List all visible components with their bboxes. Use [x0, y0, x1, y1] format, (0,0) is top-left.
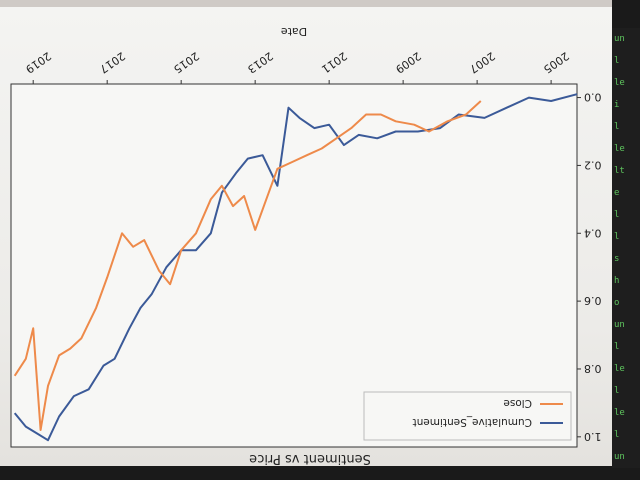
- x-axis-label: Date: [281, 25, 308, 38]
- plot-area: [10, 83, 578, 448]
- series-line-close: [13, 100, 482, 431]
- legend-label-cumulative: Cumulative_Sentiment: [413, 416, 532, 428]
- y-tick-label: 0.2: [584, 158, 602, 171]
- x-tick-label: 2005: [541, 49, 571, 76]
- y-tick-label: 0.8: [584, 362, 602, 375]
- series-line-cumulative-sentiment: [13, 93, 578, 442]
- y-tick-label: 0.4: [584, 226, 602, 239]
- legend: Cumulative_Sentiment Close: [363, 391, 572, 441]
- x-tick-label: 2015: [171, 49, 201, 76]
- y-tick-label: 0.0: [584, 91, 602, 104]
- chart-title: Sentiment vs Price: [249, 451, 371, 466]
- y-tick-label: 0.6: [584, 294, 602, 307]
- legend-box: [363, 391, 572, 441]
- x-tick-label: 2011: [319, 49, 349, 76]
- x-tick-label: 2013: [245, 49, 275, 76]
- y-tick-label: 1.0: [584, 430, 602, 443]
- x-tick-label: 2007: [467, 49, 497, 76]
- x-tick-label: 2017: [97, 49, 127, 76]
- legend-label-close: Close: [503, 397, 532, 409]
- window-edge: [0, 0, 612, 7]
- x-tick-label: 2009: [393, 49, 423, 76]
- x-tick-label: 2019: [23, 49, 53, 76]
